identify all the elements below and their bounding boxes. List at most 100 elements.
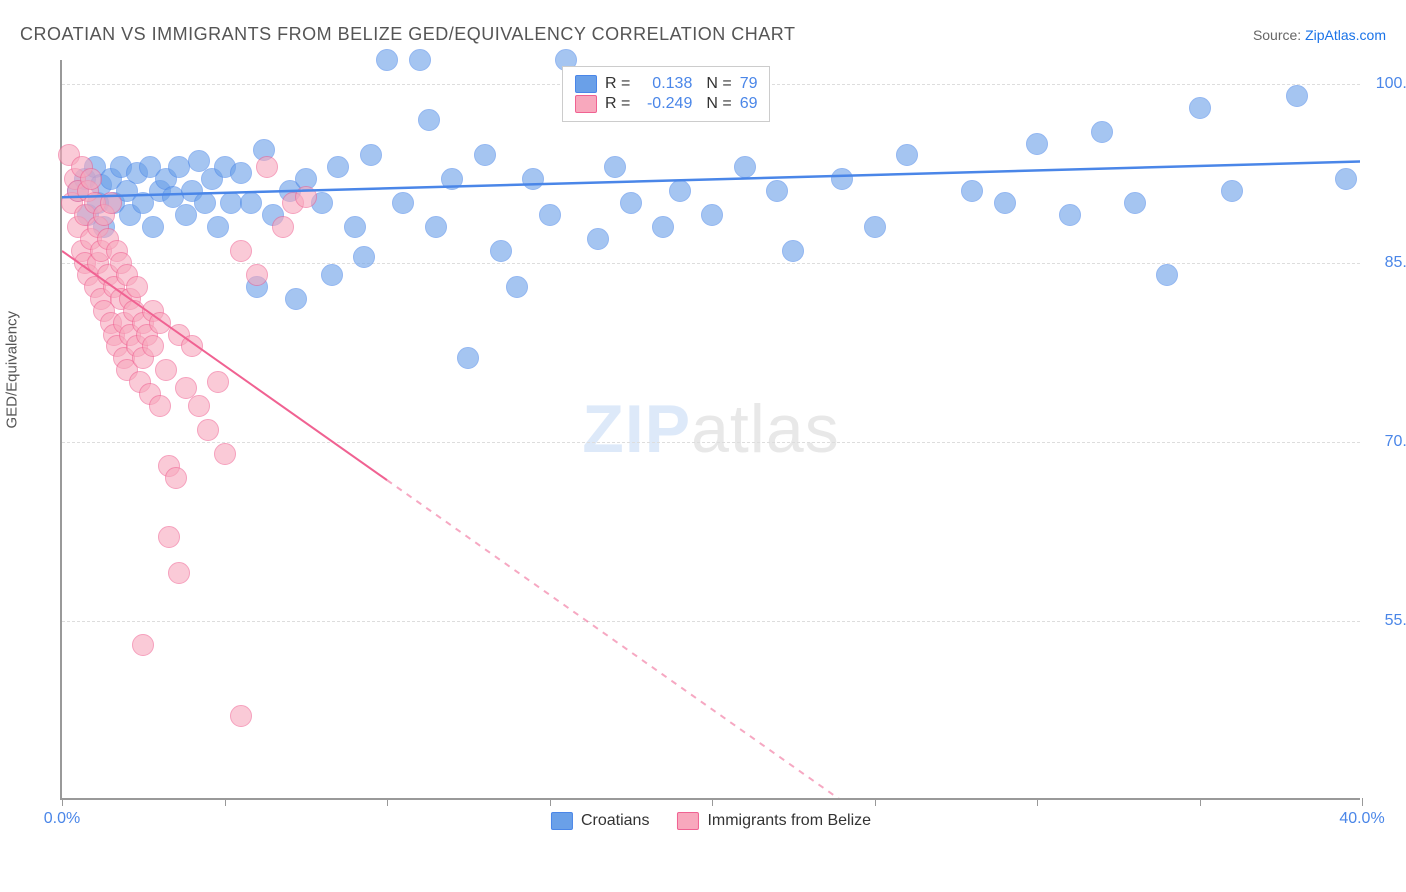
- scatter-point-croatians: [409, 49, 431, 71]
- n-value: 79: [740, 75, 758, 93]
- x-tick: [387, 798, 388, 806]
- legend-swatch: [575, 95, 597, 113]
- scatter-point-belize: [272, 216, 294, 238]
- scatter-point-belize: [230, 705, 252, 727]
- chart-header: CROATIAN VS IMMIGRANTS FROM BELIZE GED/E…: [20, 24, 1386, 45]
- scatter-point-croatians: [1156, 264, 1178, 286]
- scatter-point-croatians: [1091, 121, 1113, 143]
- scatter-point-belize: [181, 335, 203, 357]
- scatter-point-croatians: [441, 168, 463, 190]
- scatter-point-croatians: [1059, 204, 1081, 226]
- scatter-point-croatians: [207, 216, 229, 238]
- scatter-point-croatians: [831, 168, 853, 190]
- scatter-point-belize: [149, 395, 171, 417]
- scatter-point-belize: [165, 467, 187, 489]
- source-link[interactable]: ZipAtlas.com: [1305, 27, 1386, 43]
- watermark: ZIPatlas: [582, 390, 839, 468]
- series-legend-item-belize: Immigrants from Belize: [677, 812, 871, 830]
- scatter-point-croatians: [1221, 180, 1243, 202]
- r-value: 0.138: [638, 75, 692, 93]
- scatter-point-croatians: [1189, 97, 1211, 119]
- watermark-light: atlas: [691, 391, 840, 467]
- scatter-point-belize: [155, 359, 177, 381]
- watermark-bold: ZIP: [582, 391, 691, 467]
- y-tick-label: 70.0%: [1370, 433, 1406, 451]
- x-tick-label: 0.0%: [44, 810, 80, 828]
- x-tick: [1037, 798, 1038, 806]
- scatter-point-belize: [246, 264, 268, 286]
- scatter-point-croatians: [604, 156, 626, 178]
- gridline: [62, 621, 1360, 622]
- scatter-point-croatians: [418, 109, 440, 131]
- scatter-point-belize: [168, 562, 190, 584]
- x-tick: [712, 798, 713, 806]
- scatter-point-croatians: [360, 144, 382, 166]
- scatter-point-croatians: [1026, 133, 1048, 155]
- scatter-point-croatians: [506, 276, 528, 298]
- scatter-point-belize: [207, 371, 229, 393]
- x-tick: [550, 798, 551, 806]
- scatter-point-croatians: [961, 180, 983, 202]
- x-tick: [875, 798, 876, 806]
- scatter-point-belize: [188, 395, 210, 417]
- scatter-point-belize: [158, 526, 180, 548]
- series-legend: Croatians Immigrants from Belize: [551, 812, 871, 830]
- scatter-point-belize: [256, 156, 278, 178]
- scatter-point-croatians: [376, 49, 398, 71]
- series-legend-label: Immigrants from Belize: [707, 812, 871, 830]
- scatter-point-belize: [126, 276, 148, 298]
- source-label: Source:: [1253, 27, 1305, 43]
- x-tick: [1362, 798, 1363, 806]
- gridline: [62, 442, 1360, 443]
- y-axis-label: GED/Equivalency: [4, 311, 21, 429]
- scatter-point-croatians: [194, 192, 216, 214]
- scatter-point-belize: [230, 240, 252, 262]
- scatter-point-croatians: [285, 288, 307, 310]
- scatter-point-croatians: [539, 204, 561, 226]
- scatter-point-croatians: [175, 204, 197, 226]
- scatter-point-croatians: [766, 180, 788, 202]
- scatter-point-croatians: [994, 192, 1016, 214]
- scatter-point-croatians: [1335, 168, 1357, 190]
- scatter-point-croatians: [392, 192, 414, 214]
- scatter-point-croatians: [142, 216, 164, 238]
- scatter-point-croatians: [230, 162, 252, 184]
- r-value: -0.249: [638, 95, 692, 113]
- scatter-point-croatians: [522, 168, 544, 190]
- scatter-point-croatians: [457, 347, 479, 369]
- scatter-point-croatians: [620, 192, 642, 214]
- scatter-point-belize: [295, 186, 317, 208]
- scatter-point-croatians: [587, 228, 609, 250]
- legend-swatch: [677, 812, 699, 830]
- scatter-point-croatians: [240, 192, 262, 214]
- scatter-point-croatians: [327, 156, 349, 178]
- scatter-point-croatians: [864, 216, 886, 238]
- scatter-point-belize: [142, 335, 164, 357]
- series-legend-item-croatians: Croatians: [551, 812, 649, 830]
- x-tick: [225, 798, 226, 806]
- y-tick-label: 85.0%: [1370, 254, 1406, 272]
- source-attribution: Source: ZipAtlas.com: [1253, 27, 1386, 43]
- x-tick: [62, 798, 63, 806]
- r-label: R =: [605, 95, 630, 113]
- scatter-point-croatians: [321, 264, 343, 286]
- x-tick: [1200, 798, 1201, 806]
- scatter-point-croatians: [490, 240, 512, 262]
- correlation-legend: R =0.138N =79R =-0.249N =69: [562, 66, 770, 122]
- y-tick-label: 55.0%: [1370, 612, 1406, 630]
- scatter-point-croatians: [652, 216, 674, 238]
- scatter-point-belize: [149, 312, 171, 334]
- scatter-point-croatians: [1286, 85, 1308, 107]
- legend-swatch: [575, 75, 597, 93]
- x-tick-label: 40.0%: [1339, 810, 1384, 828]
- y-tick-label: 100.0%: [1370, 75, 1406, 93]
- scatter-point-croatians: [474, 144, 496, 166]
- scatter-point-croatians: [344, 216, 366, 238]
- scatter-point-belize: [80, 168, 102, 190]
- n-value: 69: [740, 95, 758, 113]
- series-legend-label: Croatians: [581, 812, 649, 830]
- scatter-point-belize: [132, 634, 154, 656]
- scatter-chart: ZIPatlas 55.0%70.0%85.0%100.0%0.0%40.0%R…: [60, 60, 1360, 800]
- scatter-point-belize: [214, 443, 236, 465]
- scatter-point-croatians: [425, 216, 447, 238]
